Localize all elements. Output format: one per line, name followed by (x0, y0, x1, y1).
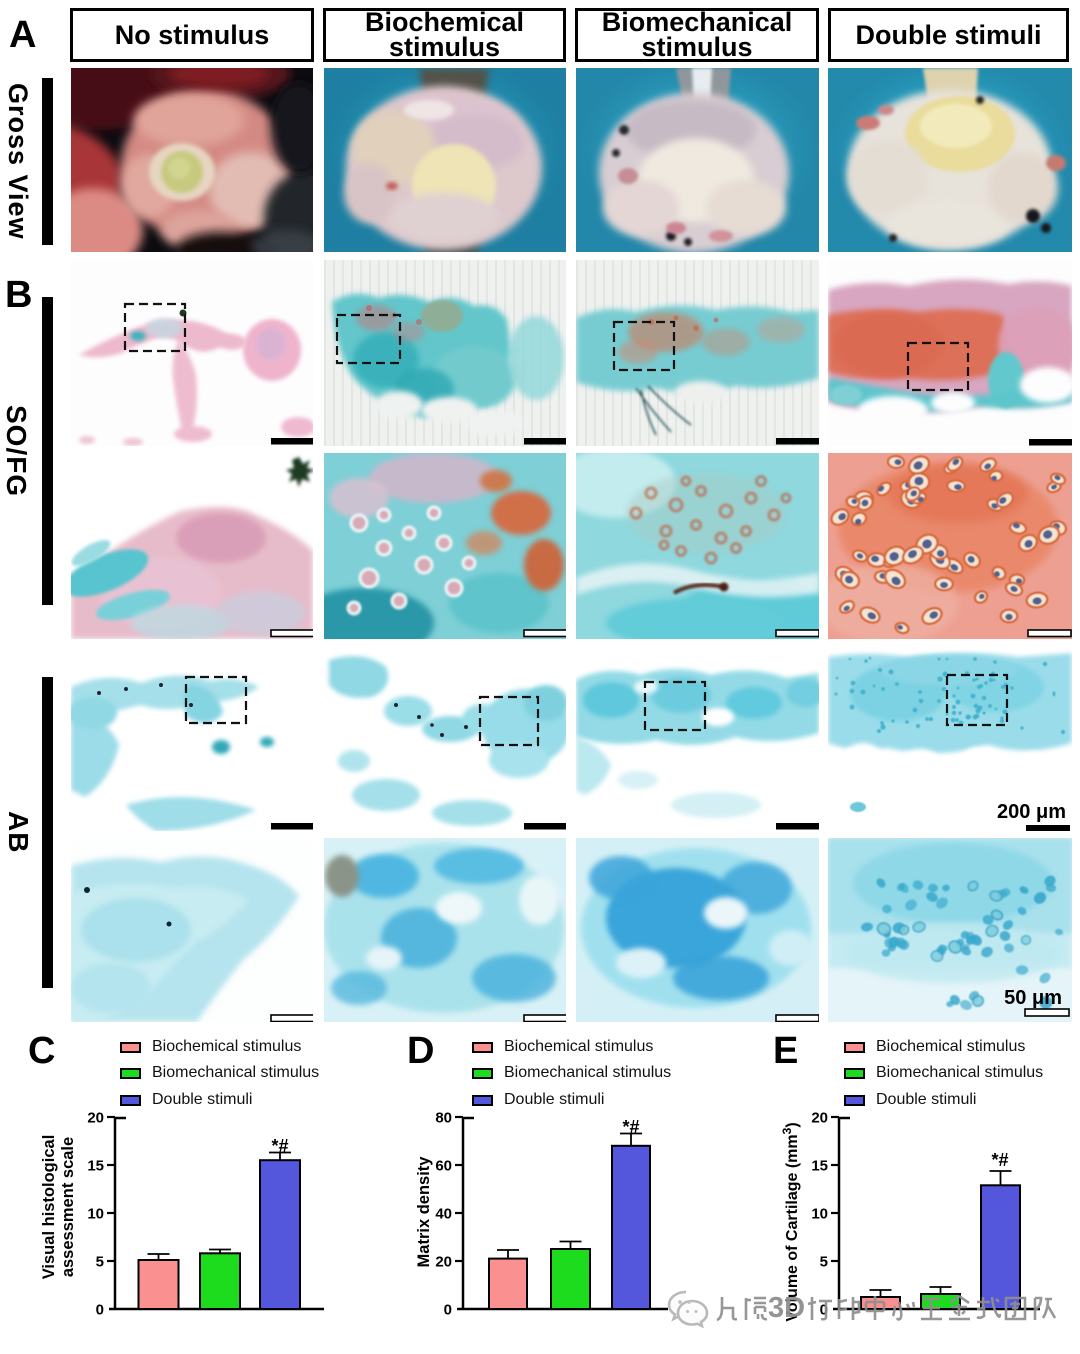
svg-text:60: 60 (435, 1158, 452, 1175)
svg-text:50 μm: 50 μm (1004, 987, 1062, 1009)
svg-text:40: 40 (435, 1206, 452, 1223)
svg-text:assessment scale: assessment scale (59, 1137, 77, 1277)
svg-text:0: 0 (444, 1302, 452, 1319)
svg-text:Matrix density: Matrix density (415, 1156, 433, 1268)
svg-text:20: 20 (435, 1254, 452, 1271)
svg-text:200 μm: 200 μm (997, 801, 1066, 823)
svg-text:5: 5 (820, 1254, 828, 1271)
svg-text:*#: *# (991, 1150, 1008, 1170)
svg-text:0: 0 (820, 1302, 828, 1319)
svg-text:80: 80 (435, 1110, 452, 1127)
svg-text:5: 5 (96, 1254, 104, 1271)
svg-text:15: 15 (811, 1158, 828, 1175)
svg-text:10: 10 (87, 1206, 104, 1223)
svg-text:15: 15 (87, 1158, 104, 1175)
svg-text:*#: *# (271, 1136, 288, 1156)
svg-text:20: 20 (811, 1110, 828, 1127)
svg-text:10: 10 (811, 1206, 828, 1223)
svg-text:Volume of Cartilage (mm3): Volume of Cartilage (mm3) (780, 1122, 801, 1321)
svg-text:20: 20 (87, 1110, 104, 1127)
svg-text:0: 0 (96, 1302, 104, 1319)
svg-text:*#: *# (622, 1117, 639, 1137)
svg-text:Visual histological: Visual histological (40, 1135, 58, 1280)
